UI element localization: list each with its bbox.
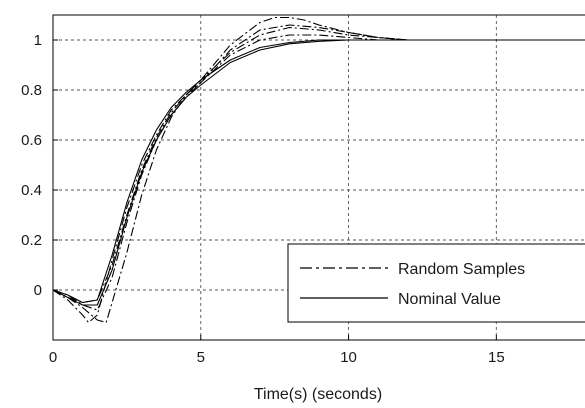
x-tick-label: 15: [488, 349, 505, 366]
x-tick-label: 0: [49, 349, 57, 366]
plot-area-frame: [52, 14, 585, 341]
series-layer: [52, 16, 585, 324]
series-line-random-samples: [52, 16, 585, 324]
y-tick-labels: 0 0.2 0.4 0.6 0.8 1: [21, 32, 42, 299]
legend-label-nominal-value: Nominal Value: [398, 291, 501, 308]
x-tick-label: 10: [340, 349, 357, 366]
legend: Random Samples Nominal Value: [287, 243, 585, 323]
series-line-random-samples: [52, 34, 585, 304]
x-axis-title: Time(s) (seconds): [254, 386, 382, 403]
x-tick-labels: 0 5 10 15: [49, 349, 505, 366]
axis-ticks: [52, 39, 497, 340]
series-line-nominal-value: [52, 39, 585, 306]
y-tick-label: 0.4: [21, 182, 42, 199]
y-tick-label: 1: [34, 32, 42, 49]
y-tick-label: 0.2: [21, 232, 42, 249]
y-tick-label: 0.6: [21, 132, 42, 149]
y-tick-label: 0.8: [21, 82, 42, 99]
legend-label-random-samples: Random Samples: [398, 261, 525, 278]
x-tick-label: 5: [197, 349, 205, 366]
legend-box: [287, 243, 585, 323]
y-tick-label: 0: [34, 282, 42, 299]
